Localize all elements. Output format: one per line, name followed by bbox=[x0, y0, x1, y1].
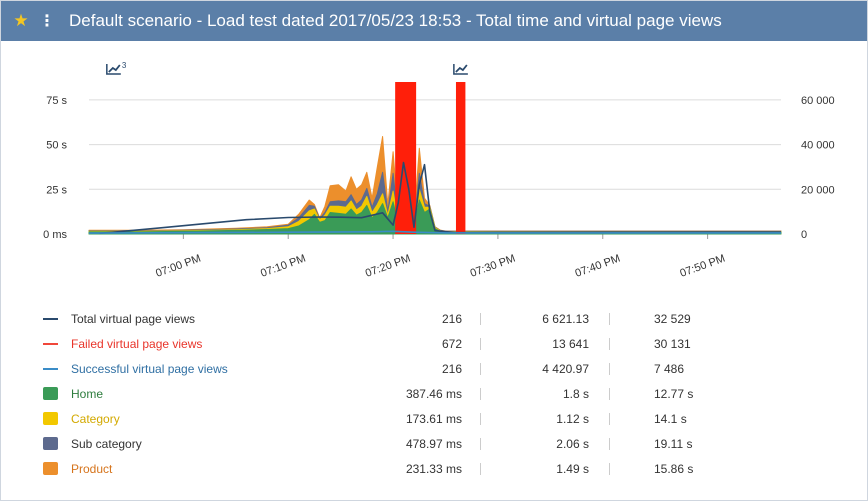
annotations: 3 bbox=[106, 61, 468, 75]
icon-trend bbox=[108, 64, 121, 73]
legend-avg-value: 6 621.13 bbox=[542, 312, 589, 326]
legend-label: Successful virtual page views bbox=[71, 362, 228, 376]
separator bbox=[609, 338, 610, 350]
line-total-virtual-page-views bbox=[99, 161, 781, 235]
failed-bar bbox=[395, 82, 417, 234]
x-tick-label: 07:00 PM bbox=[154, 252, 202, 279]
trend-chart-icon: 3 bbox=[106, 61, 127, 75]
legend-row[interactable]: Total virtual page views 216 6 621.13 32 52… bbox=[39, 307, 839, 332]
legend-swatch bbox=[43, 318, 58, 320]
separator bbox=[609, 413, 610, 425]
separator bbox=[609, 388, 610, 400]
kebab-menu-icon[interactable]: ⋮ bbox=[39, 13, 55, 30]
annotation-count: 3 bbox=[122, 61, 127, 70]
legend-row[interactable]: Category 173.61 ms 1.12 s 14.1 s bbox=[39, 407, 839, 432]
y-right-tick-label: 20 000 bbox=[801, 184, 835, 196]
separator bbox=[480, 463, 481, 475]
legend-row[interactable]: Product 231.33 ms 1.49 s 15.86 s bbox=[39, 457, 839, 482]
legend-max-value: 12.77 s bbox=[654, 387, 694, 401]
legend-min-value: 672 bbox=[441, 337, 462, 351]
separator bbox=[609, 463, 610, 475]
x-tick-label: 07:40 PM bbox=[574, 252, 622, 279]
legend-row[interactable]: Sub category 478.97 ms 2.06 s 19.11 s bbox=[39, 432, 839, 457]
legend-max-value: 14.1 s bbox=[654, 412, 687, 426]
axis-labels: 0 ms 25 s 50 s 75 s 0 20 000 40 000 60 000 07:00… bbox=[43, 95, 835, 280]
legend-label: Failed virtual page views bbox=[71, 337, 203, 351]
legend-swatch bbox=[43, 368, 58, 370]
legend-swatch bbox=[43, 462, 58, 475]
y-left-tick-label: 75 s bbox=[46, 95, 67, 107]
separator bbox=[480, 388, 481, 400]
legend-max-value: 15.86 s bbox=[654, 462, 694, 476]
area-product bbox=[88, 136, 782, 235]
x-tick-label: 07:20 PM bbox=[364, 252, 412, 279]
legend-label: Home bbox=[71, 387, 104, 401]
legend-avg-value: 1.49 s bbox=[556, 462, 589, 476]
legend-avg-value: 1.12 s bbox=[556, 412, 589, 426]
legend-min-value: 216 bbox=[441, 312, 462, 326]
legend-avg-value: 2.06 s bbox=[556, 437, 589, 451]
legend-min-value: 231.33 ms bbox=[405, 462, 462, 476]
separator bbox=[609, 313, 610, 325]
y-left-tick-label: 25 s bbox=[46, 184, 67, 196]
panel-header: ★ ⋮ Default scenario - Load test dated 2… bbox=[1, 1, 867, 41]
grid-lines bbox=[89, 99, 781, 239]
separator bbox=[480, 413, 481, 425]
legend-avg-value: 4 420.97 bbox=[542, 362, 589, 376]
legend-avg-value: 13 641 bbox=[552, 337, 589, 351]
failed-bar bbox=[455, 82, 466, 234]
failed-bars bbox=[395, 82, 466, 234]
legend-label: Product bbox=[71, 462, 113, 476]
legend-label: Sub category bbox=[71, 437, 142, 451]
y-right-tick-label: 60 000 bbox=[801, 95, 835, 107]
legend-max-value: 19.11 s bbox=[654, 437, 693, 451]
legend-min-value: 387.46 ms bbox=[405, 387, 462, 401]
star-icon[interactable]: ★ bbox=[13, 11, 29, 30]
icon-trend bbox=[455, 64, 468, 73]
y-left-tick-label: 50 s bbox=[46, 140, 67, 152]
legend-swatch bbox=[43, 343, 58, 345]
separator bbox=[480, 313, 481, 325]
separator bbox=[609, 438, 610, 450]
separator bbox=[480, 338, 481, 350]
legend-row[interactable]: Home 387.46 ms 1.8 s 12.77 s bbox=[39, 382, 839, 407]
x-tick-label: 07:10 PM bbox=[259, 252, 307, 279]
x-tick-label: 07:30 PM bbox=[469, 252, 517, 279]
legend-row[interactable]: Successful virtual page views 216 4 420.97… bbox=[39, 357, 839, 382]
separator bbox=[609, 363, 610, 375]
series-lines bbox=[88, 161, 781, 235]
legend-max-value: 7 486 bbox=[654, 362, 685, 376]
y-right-tick-label: 40 000 bbox=[801, 140, 835, 152]
legend-min-value: 216 bbox=[441, 362, 462, 376]
legend-max-value: 30 131 bbox=[654, 337, 691, 351]
icon-axis bbox=[453, 64, 468, 75]
legend-label: Total virtual page views bbox=[71, 312, 196, 326]
legend-max-value: 32 529 bbox=[654, 312, 691, 326]
separator bbox=[480, 438, 481, 450]
legend-swatch bbox=[43, 437, 58, 450]
panel-title: Default scenario - Load test dated 2017/… bbox=[69, 11, 722, 30]
stacked-areas bbox=[88, 136, 782, 235]
separator bbox=[480, 363, 481, 375]
time-series-chart: 0 ms 25 s 50 s 75 s 0 20 000 40 000 60 000 07:00… bbox=[43, 61, 835, 280]
legend-min-value: 173.61 ms bbox=[405, 412, 462, 426]
line-successful-virtual-page-views bbox=[88, 230, 781, 234]
legend-row[interactable]: Failed virtual page views 672 13 641 30 131 bbox=[39, 332, 839, 357]
legend-swatch bbox=[43, 412, 58, 425]
icon-axis bbox=[106, 64, 121, 75]
legend-min-value: 478.97 ms bbox=[405, 437, 462, 451]
x-tick-label: 07:50 PM bbox=[678, 252, 726, 279]
y-right-tick-label: 0 bbox=[801, 229, 807, 241]
trend-chart-icon bbox=[453, 64, 468, 75]
legend-label: Category bbox=[71, 412, 120, 426]
legend-avg-value: 1.8 s bbox=[562, 387, 589, 401]
legend-swatch bbox=[43, 387, 58, 400]
y-left-tick-label: 0 ms bbox=[43, 229, 67, 241]
